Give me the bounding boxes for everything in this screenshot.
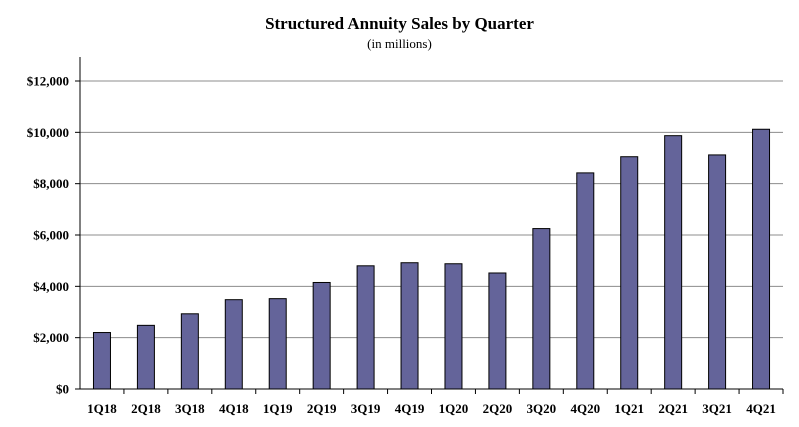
bar-3q20 [532,228,551,390]
x-tick-label: 2Q18 [131,401,161,416]
bar-1q20 [444,263,463,390]
y-tick-label: $12,000 [27,74,69,89]
bar-2q18 [136,324,155,390]
y-tick-label: $6,000 [33,228,69,243]
bar-1q18 [92,332,111,390]
y-tick-label: $2,000 [33,330,69,345]
x-tick-label: 4Q18 [219,401,249,416]
bar-1q19 [268,298,287,390]
bar-3q19 [356,265,375,390]
x-tick-label: 2Q19 [307,401,337,416]
bar-3q21 [708,154,727,390]
y-tick-label: $4,000 [33,279,69,294]
x-tick-label: 3Q20 [527,401,557,416]
y-tick-label: $8,000 [33,176,69,191]
chart-title: Structured Annuity Sales by Quarter [265,14,534,33]
y-tick-labels: $0 $2,000 $4,000 $6,000 $8,000 $10,000 $12,000 [27,74,69,397]
bar-4q19 [400,262,419,390]
x-tick-label: 4Q20 [570,401,600,416]
bar-2q21 [664,135,683,390]
x-tick-label: 3Q19 [351,401,381,416]
bar-2q19 [312,281,331,390]
y-tick-label: $0 [56,382,69,397]
x-tick-label: 3Q18 [175,401,205,416]
x-tick-label: 3Q21 [702,401,732,416]
x-tick-label: 2Q21 [658,401,688,416]
x-tick-label: 1Q19 [263,401,293,416]
bars [92,128,771,390]
x-tick-label: 2Q20 [483,401,513,416]
x-tick-label: 1Q20 [439,401,469,416]
bar-4q18 [224,299,243,390]
bar-2q20 [488,272,507,390]
bar-3q18 [180,313,199,390]
axes [75,57,784,394]
x-tick-labels: 1Q18 2Q18 3Q18 4Q18 1Q19 2Q19 3Q19 4Q19 1Q20 2Q20… [87,401,776,416]
bar-4q21 [752,128,771,390]
bar-1q21 [620,156,639,390]
y-tick-label: $10,000 [27,125,69,140]
x-tick-label: 4Q21 [746,401,776,416]
x-tick-label: 1Q18 [87,401,117,416]
x-tick-label: 1Q21 [614,401,644,416]
chart-subtitle: (in millions) [367,36,432,51]
bar-4q20 [576,172,595,390]
x-tick-label: 4Q19 [395,401,425,416]
